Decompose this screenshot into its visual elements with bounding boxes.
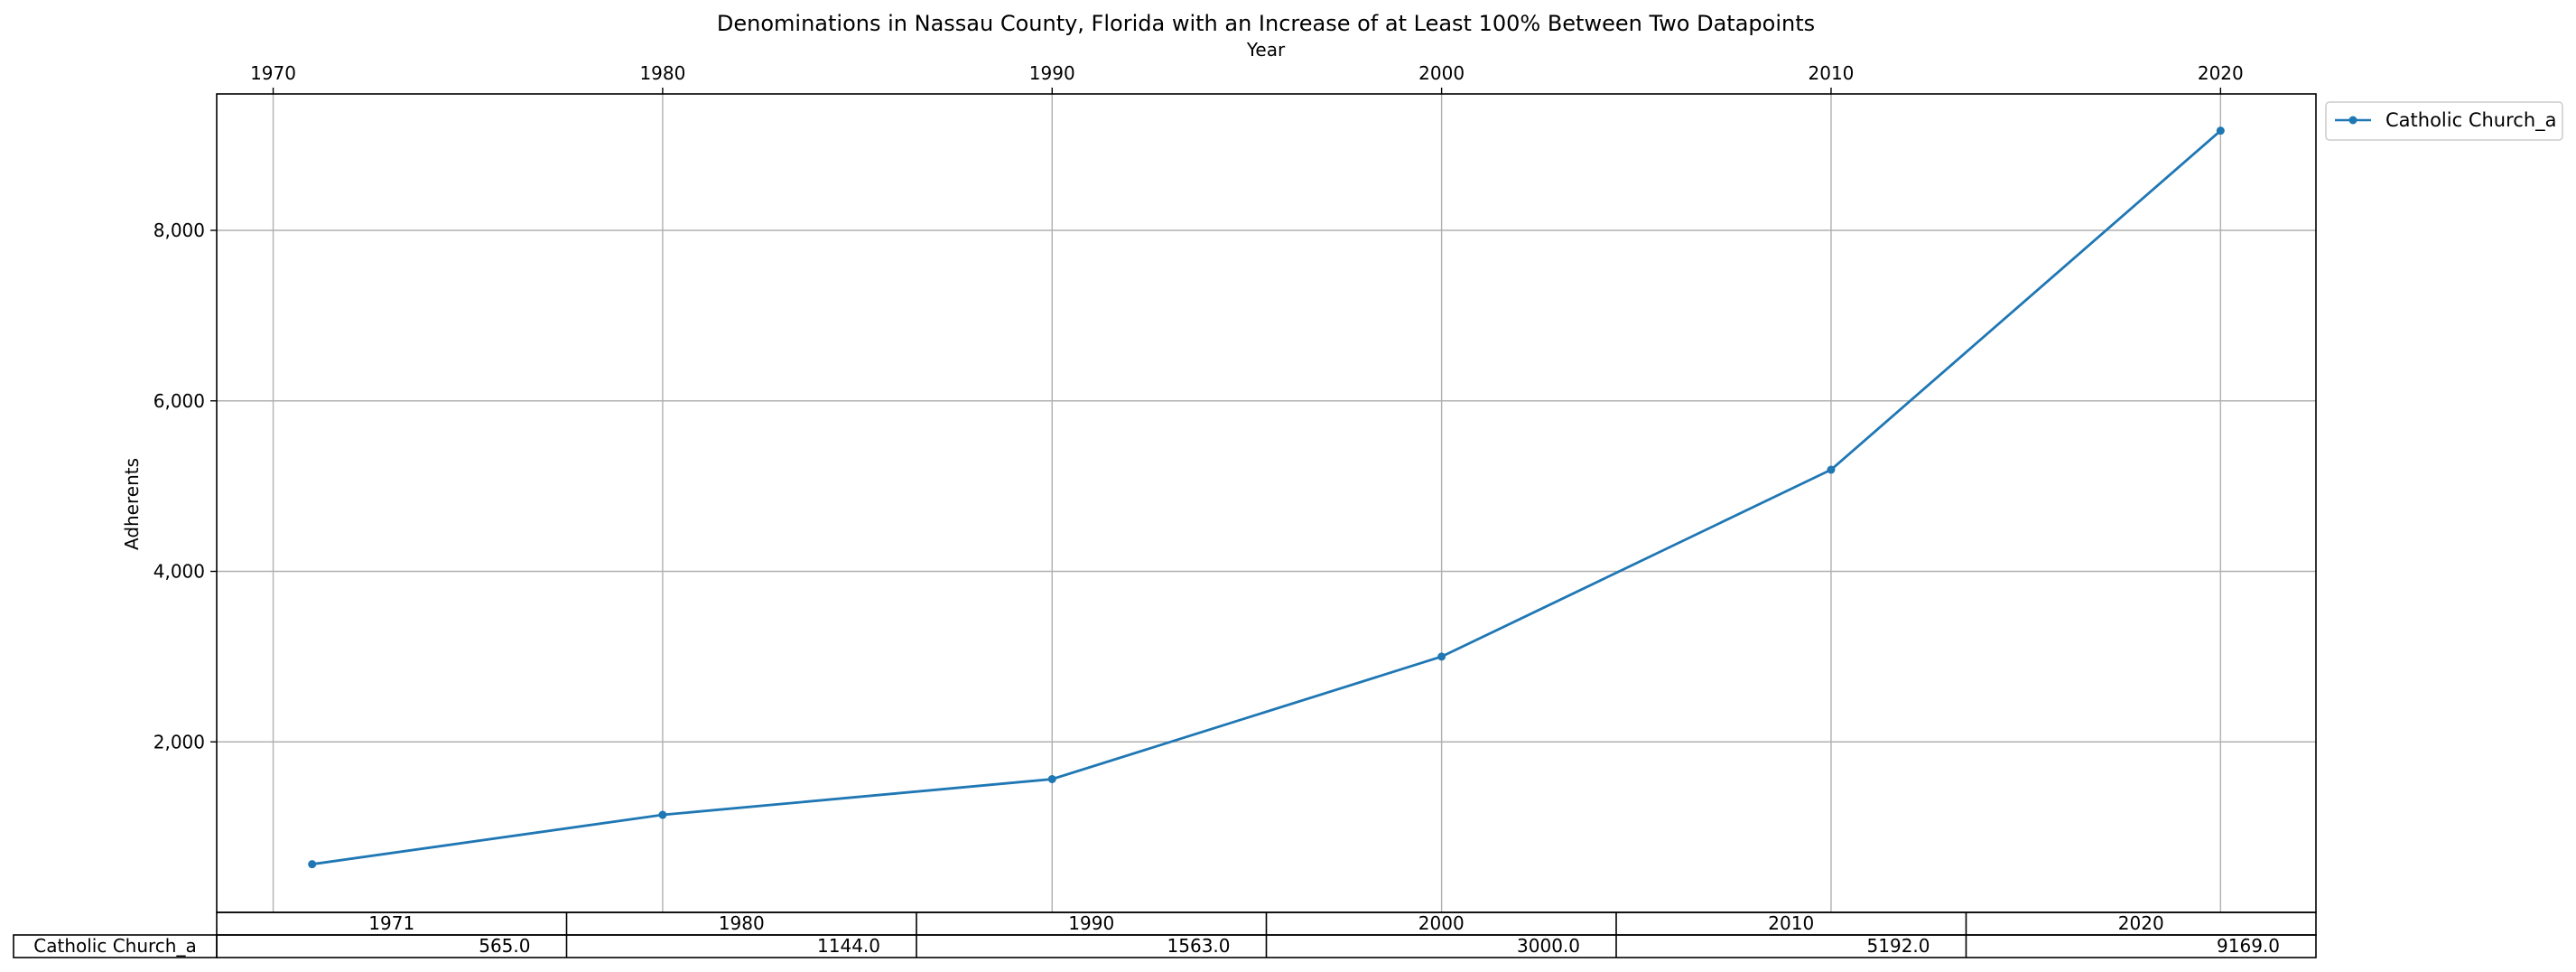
series-line [312, 129, 2222, 866]
x-tick-label: 1990 [1029, 62, 1075, 84]
table-cell: 1144.0 [817, 935, 880, 957]
table-cell: 3000.0 [1517, 935, 1580, 957]
table-header-cell: 1990 [1068, 912, 1114, 934]
legend: Catholic Church_a [2325, 101, 2563, 141]
data-point [658, 810, 667, 819]
x-tick-label: 2020 [2198, 62, 2244, 84]
table-cell: 5192.0 [1867, 935, 1930, 957]
table-cell: 565.0 [479, 935, 530, 957]
table-cell: 1563.0 [1167, 935, 1231, 957]
x-ticks: 1970 1980 1990 2000 2010 2020 [250, 62, 2244, 94]
y-tick-label: 6,000 [153, 390, 205, 412]
data-point [2216, 126, 2225, 136]
chart-title: Denominations in Nassau County, Florida … [717, 11, 1815, 36]
series-catholic-church [308, 126, 2225, 869]
x-tick-label: 1970 [250, 62, 296, 84]
x-axis-label: Year [1246, 39, 1286, 61]
plot-area [216, 93, 2317, 913]
data-point [1437, 652, 1446, 661]
y-tick-label: 8,000 [153, 220, 205, 241]
data-point [308, 860, 317, 869]
y-ticks: 2,000 4,000 6,000 8,000 [153, 220, 217, 752]
table-cell: 9169.0 [2217, 935, 2280, 957]
data-table: 1971 1980 1990 2000 2010 2020 Catholic Church_… [13, 911, 2317, 958]
y-tick-label: 2,000 [153, 731, 205, 752]
x-tick-label: 1980 [639, 62, 685, 84]
y-axis-label: Adherents [121, 458, 143, 550]
table-header-cell: 1971 [368, 912, 414, 934]
legend-box [2325, 101, 2563, 141]
legend-marker [2348, 116, 2357, 125]
table-header-cell: 2020 [2118, 912, 2164, 934]
table-row-label: Catholic Church_a [33, 935, 196, 957]
table-header-cell: 2010 [1768, 912, 1814, 934]
table-header-cell: 2000 [1418, 912, 1465, 934]
table-header-cell: 1980 [719, 912, 765, 934]
y-tick-label: 4,000 [153, 561, 205, 583]
table-row [216, 934, 2317, 958]
data-point [1827, 465, 1836, 474]
data-point [1047, 774, 1056, 783]
x-tick-label: 2000 [1418, 62, 1465, 84]
x-tick-label: 2010 [1809, 62, 1855, 84]
grid-lines [217, 94, 2316, 912]
legend-label: Catholic Church_a [2385, 109, 2557, 132]
